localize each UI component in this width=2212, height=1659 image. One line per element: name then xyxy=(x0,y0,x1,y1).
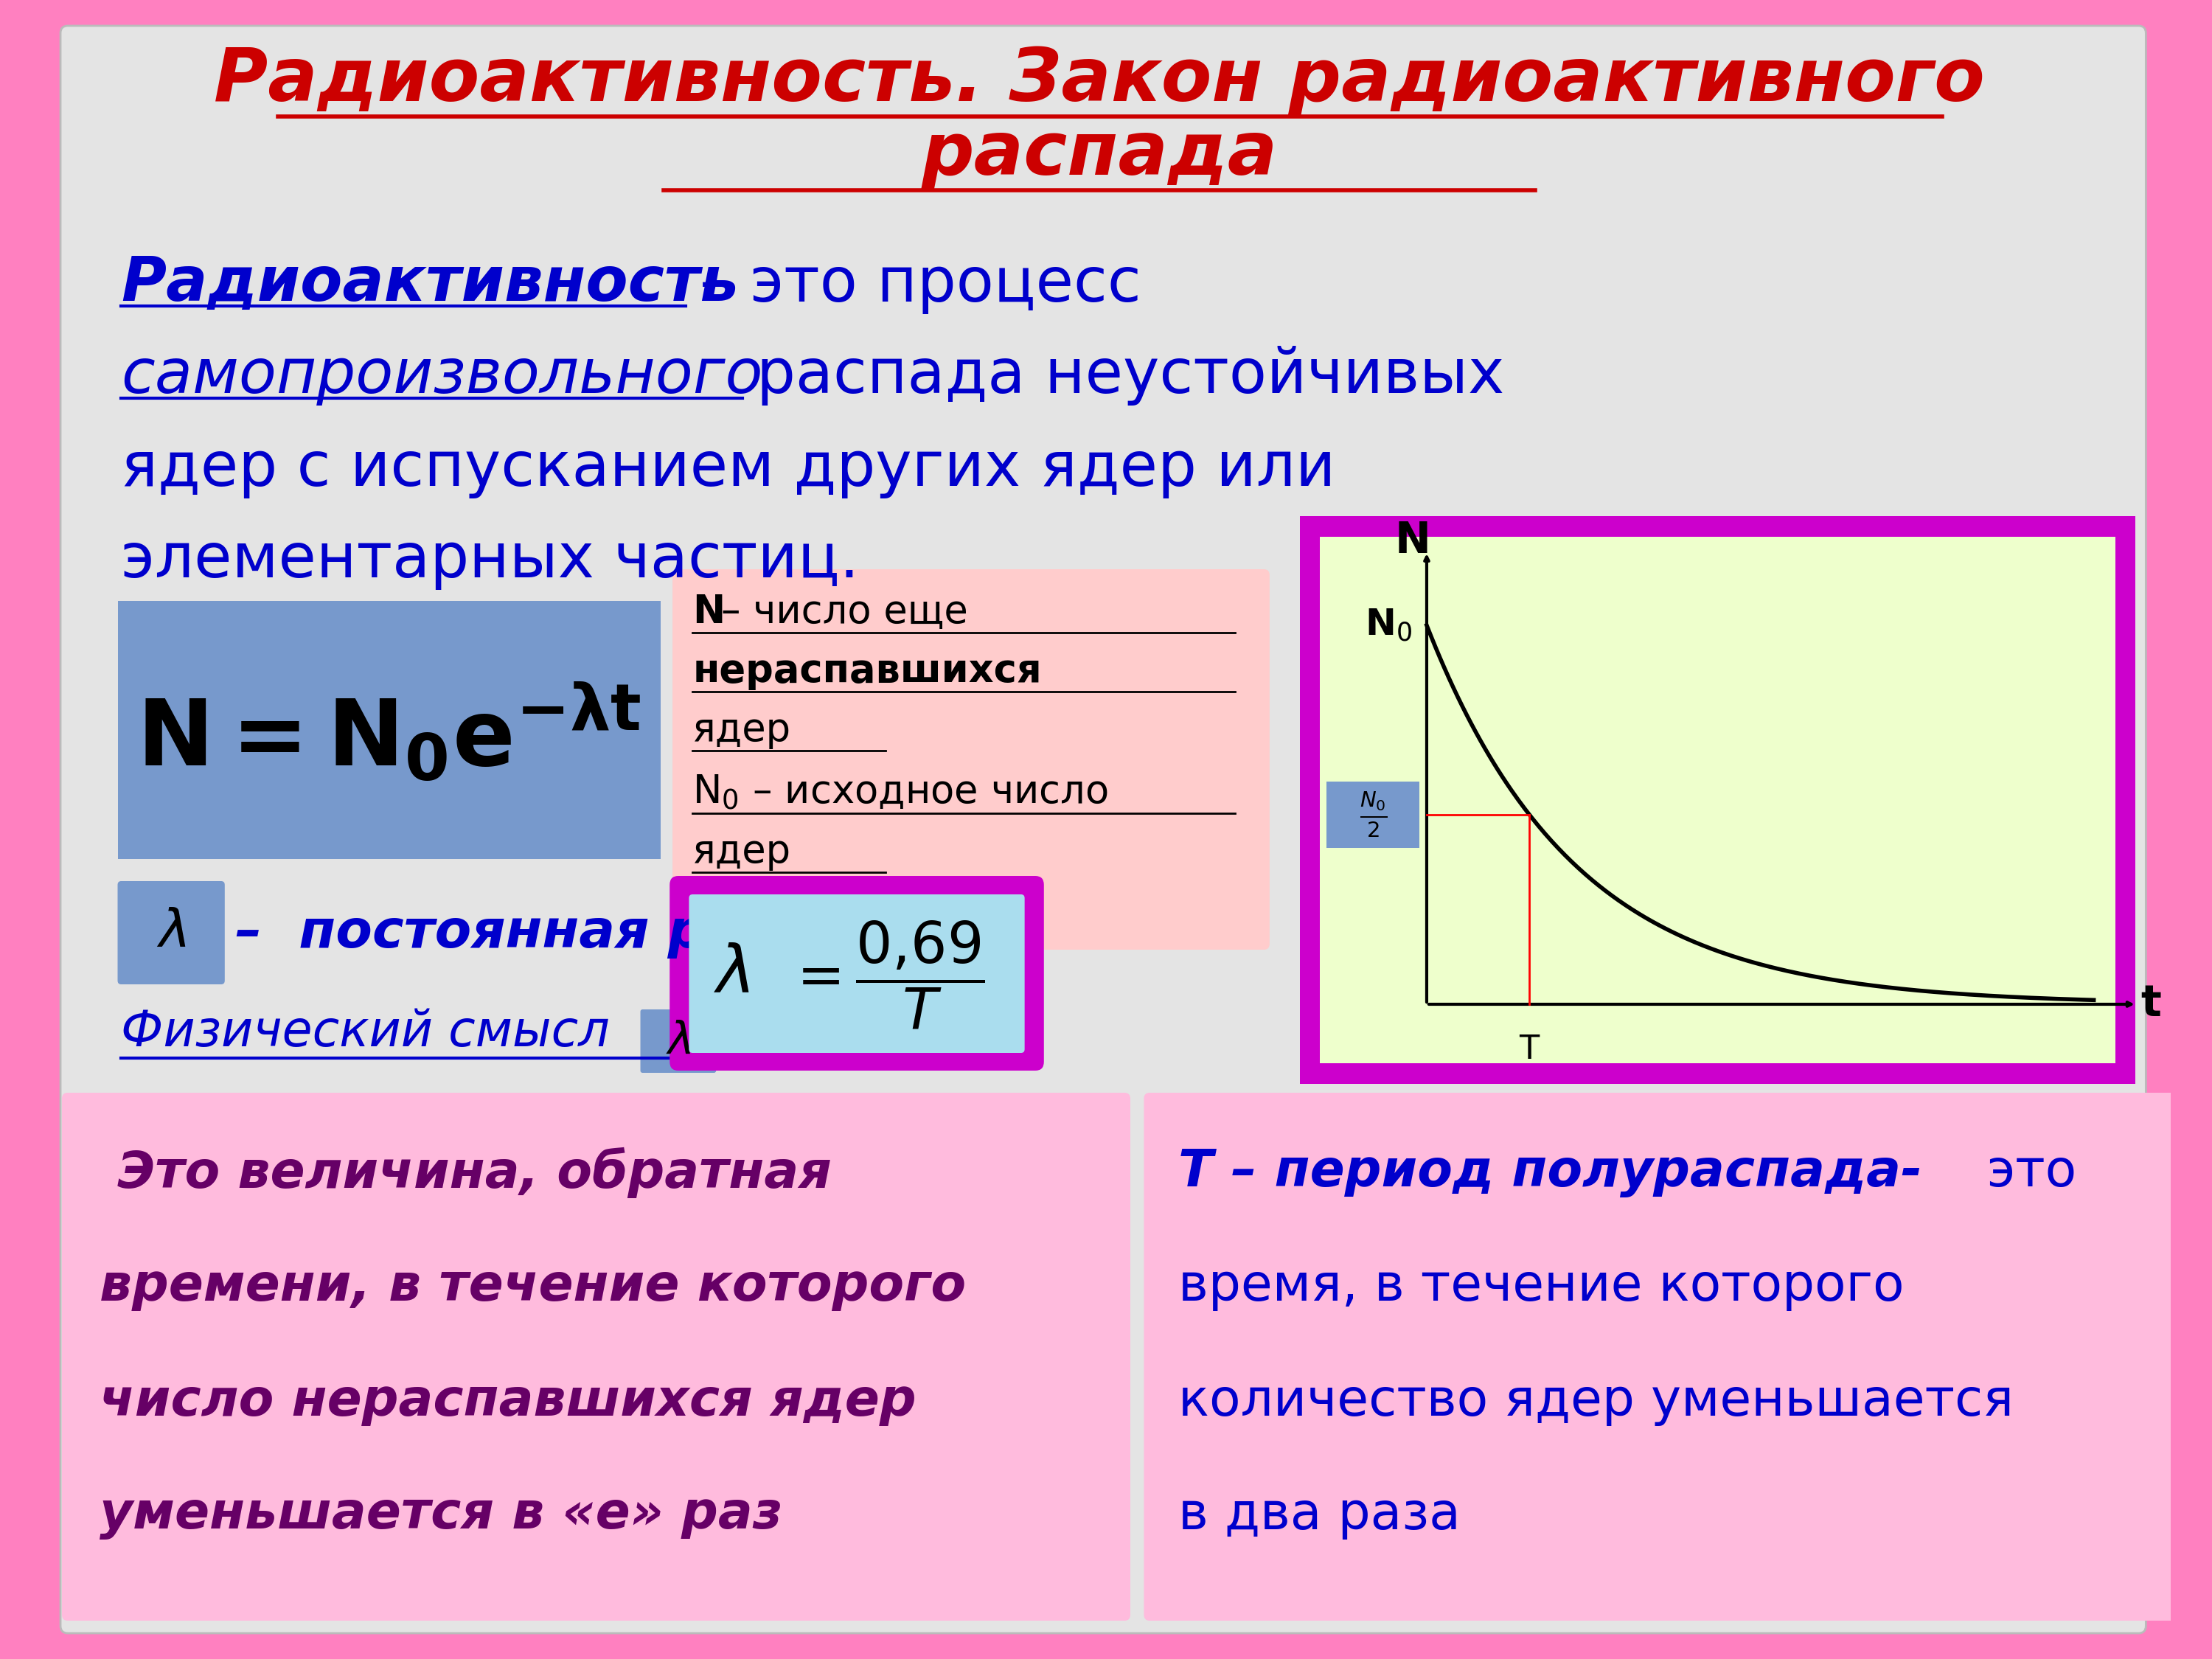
Text: $\lambda$: $\lambda$ xyxy=(714,942,750,1007)
Text: число нераспавшихся ядер: число нераспавшихся ядер xyxy=(100,1377,916,1425)
Text: Это величина, обратная: Это величина, обратная xyxy=(100,1146,832,1198)
Text: –  постоянная распада: – постоянная распада xyxy=(234,907,925,959)
Text: ядер: ядер xyxy=(692,710,792,750)
Text: – это процесс: – это процесс xyxy=(699,254,1141,314)
Text: времени, в течение которого: времени, в течение которого xyxy=(100,1262,967,1311)
Text: уменьшается в «е» раз: уменьшается в «е» раз xyxy=(100,1490,783,1540)
FancyBboxPatch shape xyxy=(60,27,2146,1632)
Text: $\lambda$: $\lambda$ xyxy=(666,1019,690,1063)
Text: нераспавшихся: нераспавшихся xyxy=(692,652,1042,690)
Text: Физический смысл: Физический смысл xyxy=(122,1009,626,1057)
FancyBboxPatch shape xyxy=(641,1009,717,1073)
Text: Радиоактивность. Закон радиоактивного: Радиоактивность. Закон радиоактивного xyxy=(215,45,1984,116)
FancyBboxPatch shape xyxy=(1321,538,2115,1063)
Text: ядер с испусканием других ядер или: ядер с испусканием других ядер или xyxy=(122,438,1336,498)
Text: элементарных частиц.: элементарных частиц. xyxy=(122,531,860,591)
Text: Радиоактивность: Радиоактивность xyxy=(122,254,739,314)
Text: T: T xyxy=(1520,1034,1540,1065)
Text: распада неустойчивых: распада неустойчивых xyxy=(757,347,1504,406)
FancyBboxPatch shape xyxy=(1301,516,2135,1083)
FancyBboxPatch shape xyxy=(670,876,1044,1070)
FancyBboxPatch shape xyxy=(117,601,661,859)
Text: – число еще: – число еще xyxy=(721,592,969,630)
Text: t: t xyxy=(2141,984,2161,1025)
Text: $\frac{N_0}{2}$: $\frac{N_0}{2}$ xyxy=(1360,790,1387,839)
Text: $= \dfrac{0{,}69}{T}$: $= \dfrac{0{,}69}{T}$ xyxy=(785,919,984,1030)
Text: N$_0$ – исходное число: N$_0$ – исходное число xyxy=(692,773,1108,811)
Text: самопроизвольного: самопроизвольного xyxy=(122,347,763,406)
Text: N$_0$: N$_0$ xyxy=(1365,607,1413,644)
Text: ядер: ядер xyxy=(692,833,792,871)
Text: $\lambda$: $\lambda$ xyxy=(157,907,186,959)
Text: количество ядер уменьшается: количество ядер уменьшается xyxy=(1179,1377,2013,1425)
FancyBboxPatch shape xyxy=(1327,781,1420,848)
Text: N: N xyxy=(1394,519,1431,561)
FancyBboxPatch shape xyxy=(62,1093,1130,1621)
Text: это: это xyxy=(1971,1148,2077,1198)
Text: :: : xyxy=(721,1009,754,1057)
FancyBboxPatch shape xyxy=(672,569,1270,949)
Text: N: N xyxy=(692,592,726,630)
FancyBboxPatch shape xyxy=(688,894,1024,1053)
Text: в два раза: в два раза xyxy=(1179,1490,1460,1540)
Text: Т – период полураспада-: Т – период полураспада- xyxy=(1179,1148,1922,1198)
Text: время, в течение которого: время, в течение которого xyxy=(1179,1262,1905,1311)
Text: $\mathbf{N = N_0 e^{-\lambda t}}$: $\mathbf{N = N_0 e^{-\lambda t}}$ xyxy=(137,682,641,785)
FancyBboxPatch shape xyxy=(117,881,226,984)
FancyBboxPatch shape xyxy=(1144,1093,2177,1621)
Text: распада: распада xyxy=(922,119,1279,191)
